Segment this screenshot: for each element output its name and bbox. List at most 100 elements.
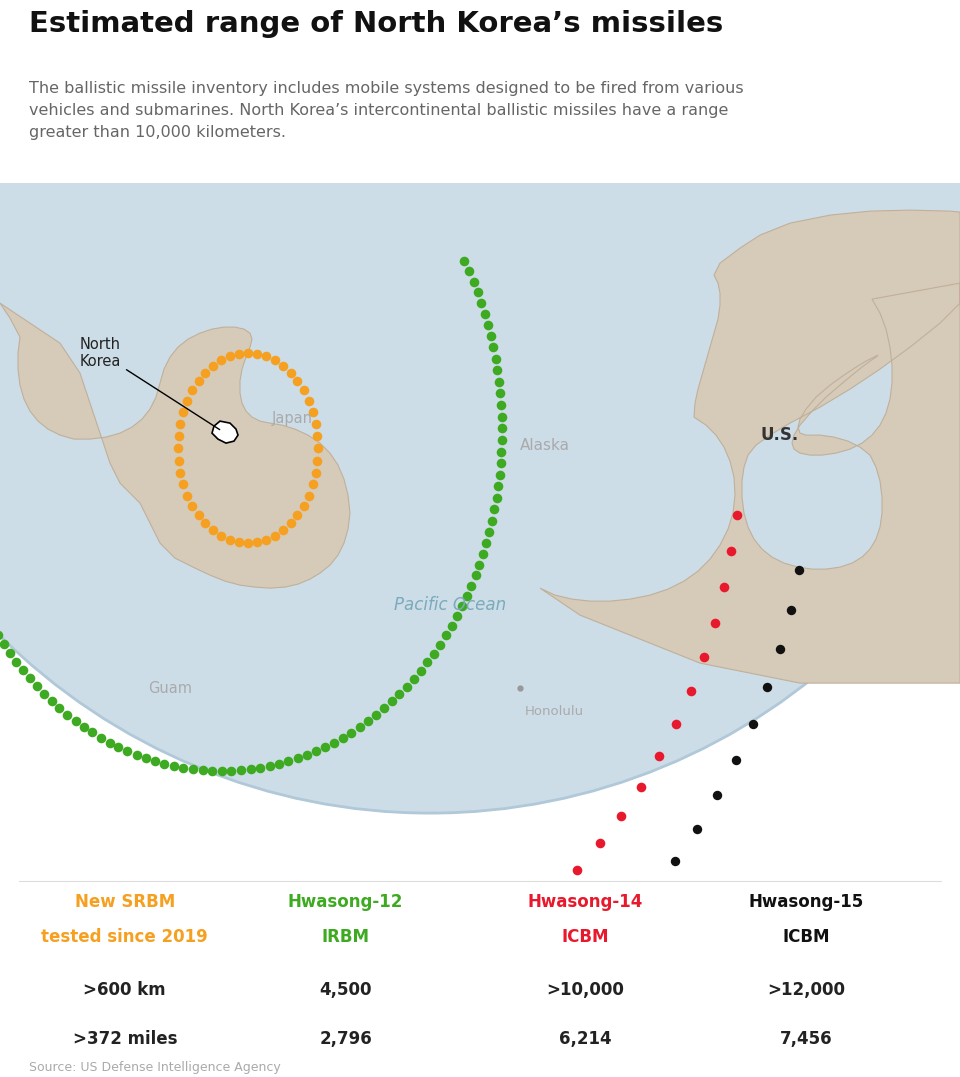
Point: [492, 384, 508, 402]
Point: [473, 294, 489, 311]
Point: [205, 521, 221, 538]
Point: [310, 439, 325, 457]
Point: [290, 373, 305, 390]
Point: [92, 1006, 108, 1023]
Text: Hwasong-12: Hwasong-12: [288, 893, 403, 911]
Point: [493, 454, 509, 472]
Point: [296, 381, 311, 398]
Point: [2, 644, 17, 661]
Point: [15, 661, 31, 679]
Point: [519, 908, 535, 925]
Point: [426, 645, 442, 662]
Point: [486, 339, 501, 356]
Point: [300, 487, 316, 504]
Point: [171, 428, 186, 445]
Point: [404, 1057, 420, 1074]
Point: [213, 352, 228, 369]
Point: [488, 350, 503, 367]
Point: [384, 693, 399, 710]
Point: [708, 614, 723, 631]
Point: [180, 392, 195, 409]
Text: 4,500: 4,500: [320, 981, 372, 998]
Point: [220, 1022, 235, 1039]
Point: [22, 670, 37, 687]
Point: [44, 693, 60, 710]
Point: [258, 531, 274, 548]
Point: [480, 317, 495, 334]
Point: [438, 1043, 453, 1060]
Point: [420, 654, 435, 671]
Point: [454, 598, 469, 615]
Point: [466, 274, 481, 291]
Point: [643, 883, 659, 900]
Point: [310, 428, 325, 445]
Text: >600 km: >600 km: [84, 981, 166, 998]
Point: [305, 476, 321, 493]
Point: [29, 677, 44, 695]
Point: [494, 420, 510, 437]
Point: [176, 403, 191, 420]
Text: Source: US Defense Intelligence Agency: Source: US Defense Intelligence Agency: [29, 1061, 280, 1074]
Point: [276, 358, 291, 375]
Point: [187, 1022, 203, 1039]
Point: [569, 861, 585, 878]
Point: [634, 778, 649, 795]
Point: [198, 515, 213, 532]
Point: [156, 1019, 171, 1036]
Point: [308, 464, 324, 481]
Point: [184, 498, 200, 515]
Point: [0, 635, 12, 653]
Point: [352, 718, 368, 736]
Text: ICBM: ICBM: [562, 927, 610, 946]
Point: [173, 464, 188, 481]
Point: [300, 746, 315, 764]
Point: [449, 607, 465, 625]
Point: [689, 821, 705, 838]
Text: Honolulu: Honolulu: [525, 705, 584, 718]
Point: [437, 965, 452, 982]
Text: >372 miles: >372 miles: [73, 1030, 177, 1048]
Polygon shape: [0, 303, 350, 588]
Point: [290, 506, 305, 523]
Point: [290, 750, 305, 767]
Point: [399, 679, 415, 696]
Text: Hwasong-14: Hwasong-14: [528, 893, 643, 911]
Point: [267, 352, 282, 369]
Text: Alaska: Alaska: [520, 437, 570, 452]
Text: Pacific Ocean: Pacific Ocean: [394, 596, 506, 614]
Point: [76, 718, 91, 736]
Text: New SRBM: New SRBM: [75, 893, 175, 911]
Point: [222, 531, 237, 548]
Point: [468, 567, 483, 584]
Point: [308, 415, 324, 432]
Point: [494, 408, 510, 425]
Point: [185, 760, 201, 778]
Point: [652, 747, 667, 765]
Point: [68, 712, 84, 729]
Point: [184, 381, 200, 398]
Text: North
Korea: North Korea: [80, 337, 220, 430]
Point: [110, 739, 126, 756]
Point: [84, 724, 100, 741]
Point: [683, 683, 698, 700]
Text: ICBM: ICBM: [782, 927, 830, 946]
Point: [61, 996, 77, 1013]
Point: [482, 523, 497, 541]
Point: [1, 969, 16, 987]
Point: [475, 545, 491, 562]
Point: [667, 852, 683, 869]
Point: [16, 1053, 32, 1071]
Point: [459, 588, 474, 605]
Text: Guam: Guam: [148, 681, 192, 696]
Point: [31, 984, 46, 1002]
Point: [252, 1021, 267, 1038]
Point: [493, 443, 509, 460]
Point: [129, 746, 144, 764]
Point: [724, 543, 739, 560]
Point: [462, 263, 477, 280]
Text: 2,796: 2,796: [320, 1030, 372, 1048]
Point: [205, 358, 221, 375]
Point: [716, 578, 732, 596]
Point: [318, 739, 333, 756]
Text: 7,456: 7,456: [780, 1030, 832, 1048]
